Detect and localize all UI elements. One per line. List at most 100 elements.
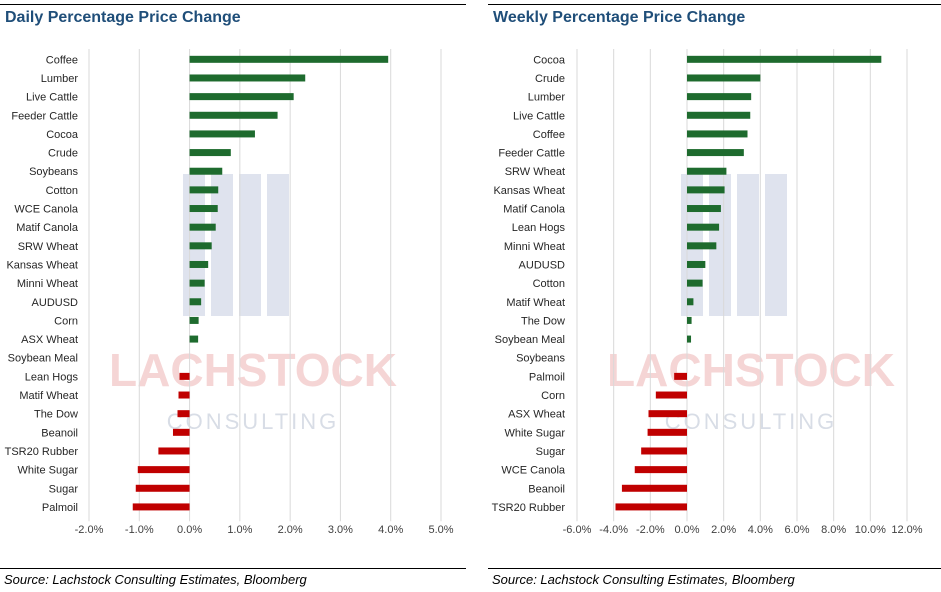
category-label: ASX Wheat <box>21 334 78 346</box>
category-label: Sugar <box>49 483 79 495</box>
weekly-bar-chart: LACHSTOCK CONSULTING -6.0% -4.0% -2.0% 0.0% 2.… <box>492 49 923 536</box>
category-label: Matif Canola <box>16 222 79 234</box>
category-label: White Sugar <box>17 465 78 477</box>
x-tick-label: -6.0% <box>563 524 592 536</box>
weekly-chart-panel: Weekly Percentage Price Change LACHSTOCK… <box>488 0 941 592</box>
x-tick-label: 5.0% <box>428 524 453 536</box>
bar <box>648 410 687 418</box>
category-label: Corn <box>541 390 565 402</box>
category-label: Cotton <box>46 185 78 197</box>
watermark-column <box>765 174 787 316</box>
bar <box>189 242 212 250</box>
category-label: Coffee <box>46 54 78 66</box>
bar <box>189 298 202 306</box>
bar <box>137 466 190 474</box>
x-tick-label: 10.0% <box>855 524 886 536</box>
category-label: Cotton <box>533 278 565 290</box>
bar <box>158 447 190 455</box>
chart-title: Weekly Percentage Price Change <box>493 9 746 26</box>
bar <box>189 223 216 231</box>
bar <box>647 428 687 436</box>
category-label: AUDUSD <box>519 259 566 271</box>
bar <box>189 55 389 63</box>
x-tick-label: 2.0% <box>278 524 303 536</box>
bar <box>189 186 219 194</box>
category-label: Palmoil <box>529 371 565 383</box>
category-label: WCE Canola <box>14 204 78 216</box>
bar <box>189 279 205 287</box>
category-label: Crude <box>48 148 78 160</box>
bar <box>687 74 761 82</box>
bar <box>132 503 190 511</box>
bar <box>687 223 720 231</box>
watermark-column <box>267 174 289 316</box>
category-label: Sugar <box>536 446 566 458</box>
category-label: Feeder Cattle <box>11 110 78 122</box>
bar <box>674 372 687 380</box>
bar <box>655 391 687 399</box>
source-note: Source: Lachstock Consulting Estimates, … <box>492 572 795 587</box>
bar <box>189 167 223 175</box>
x-tick-label: 2.0% <box>711 524 736 536</box>
bar <box>621 484 687 492</box>
bar <box>189 74 306 82</box>
category-label: Kansas Wheat <box>493 185 565 197</box>
category-label: Lumber <box>528 92 566 104</box>
watermark-name: LACHSTOCK <box>607 344 895 396</box>
bar <box>687 167 727 175</box>
category-label: Cocoa <box>46 129 79 141</box>
bar <box>189 93 294 101</box>
category-label: AUDUSD <box>32 297 79 309</box>
category-label: TSR20 Rubber <box>492 502 566 514</box>
bar <box>641 447 687 455</box>
bar <box>177 410 190 418</box>
bar <box>634 466 687 474</box>
watermark-column <box>211 174 233 316</box>
category-label: Lean Hogs <box>25 371 79 383</box>
watermark-column <box>737 174 759 316</box>
category-label: Corn <box>54 315 78 327</box>
category-label: White Sugar <box>504 427 565 439</box>
bottom-rule <box>0 568 466 569</box>
category-label: Soybeans <box>516 353 565 365</box>
bar <box>687 279 703 287</box>
bar <box>687 130 748 138</box>
top-rule <box>0 4 466 5</box>
watermark-subtitle: CONSULTING <box>665 409 838 434</box>
bar <box>189 130 255 138</box>
bar <box>189 316 199 324</box>
category-label: Cocoa <box>533 54 566 66</box>
bar <box>189 149 231 157</box>
x-tick-label: 1.0% <box>227 524 252 536</box>
category-label: Kansas Wheat <box>6 259 78 271</box>
x-tick-label: 0.0% <box>177 524 202 536</box>
category-label: SRW Wheat <box>18 241 78 253</box>
bar <box>189 205 218 213</box>
category-label: Soybean Meal <box>495 334 565 346</box>
bar <box>189 335 199 343</box>
category-label: Soybeans <box>29 166 78 178</box>
bar <box>687 55 882 63</box>
bar <box>687 316 692 324</box>
category-label: Soybean Meal <box>8 353 78 365</box>
chart-title: Daily Percentage Price Change <box>5 9 241 26</box>
category-label: The Dow <box>34 409 78 421</box>
category-label: Coffee <box>533 129 565 141</box>
category-label: Feeder Cattle <box>498 148 565 160</box>
category-label: Matif Wheat <box>19 390 78 402</box>
bar <box>615 503 687 511</box>
category-label: Lean Hogs <box>512 222 566 234</box>
watermark-subtitle: CONSULTING <box>167 409 340 434</box>
x-tick-label: -4.0% <box>599 524 628 536</box>
bottom-rule <box>488 568 941 569</box>
category-label: Lumber <box>41 73 79 85</box>
bar <box>687 242 717 250</box>
x-tick-label: -2.0% <box>75 524 104 536</box>
bar <box>135 484 190 492</box>
category-label: WCE Canola <box>501 465 565 477</box>
category-label: Matif Canola <box>503 204 566 216</box>
category-label: Minni Wheat <box>17 278 78 290</box>
x-tick-label: 4.0% <box>378 524 403 536</box>
x-tick-label: 6.0% <box>784 524 809 536</box>
category-label: The Dow <box>521 315 565 327</box>
